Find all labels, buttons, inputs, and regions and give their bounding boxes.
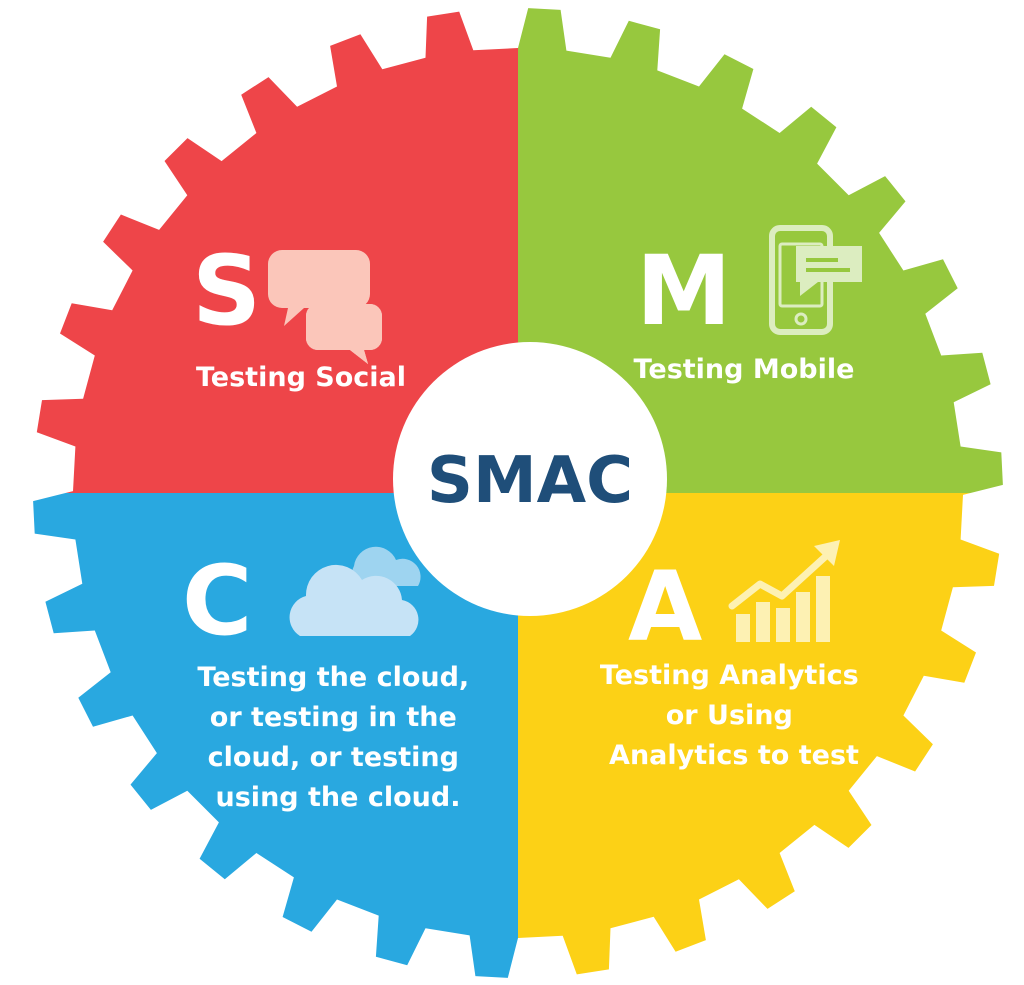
center-circle [393,342,667,616]
analytics-label-line-2: or Using [666,700,793,731]
analytics-section: A Testing Analytics or Using Analytics t… [600,540,868,771]
analytics-label-line-3: Analytics to test [609,740,859,771]
cloud-icon [289,546,421,636]
center-hub: SMAC [393,342,667,616]
social-section: S Testing Social [192,235,406,393]
speech-bubbles-icon [268,250,382,364]
social-label-line: Testing Social [196,362,406,393]
cloud-section: C Testing the cloud, or testing in the c… [182,545,478,813]
analytics-label: Testing Analytics or Using Analytics to … [600,660,868,771]
cloud-label: Testing the cloud, or testing in the clo… [197,662,478,813]
cloud-label-line-1: Testing the cloud, [197,662,469,693]
mobile-label: Testing Mobile [634,354,855,385]
mobile-letter: M [636,235,732,347]
cloud-label-line-3: cloud, or testing [208,742,459,773]
cloud-letter: C [182,545,252,657]
analytics-label-line-1: Testing Analytics [600,660,859,691]
social-label: Testing Social [196,362,406,393]
social-letter: S [192,235,261,347]
bar-chart-trend-icon [728,540,840,642]
center-title: SMAC [427,444,633,518]
mobile-label-line: Testing Mobile [634,354,855,385]
mobile-section: M Testing Mobile [634,225,862,385]
smartphone-message-icon [769,225,862,335]
cloud-label-line-2: or testing in the [210,702,457,733]
cloud-label-line-4: using the cloud. [216,782,461,813]
analytics-letter: A [628,551,702,663]
